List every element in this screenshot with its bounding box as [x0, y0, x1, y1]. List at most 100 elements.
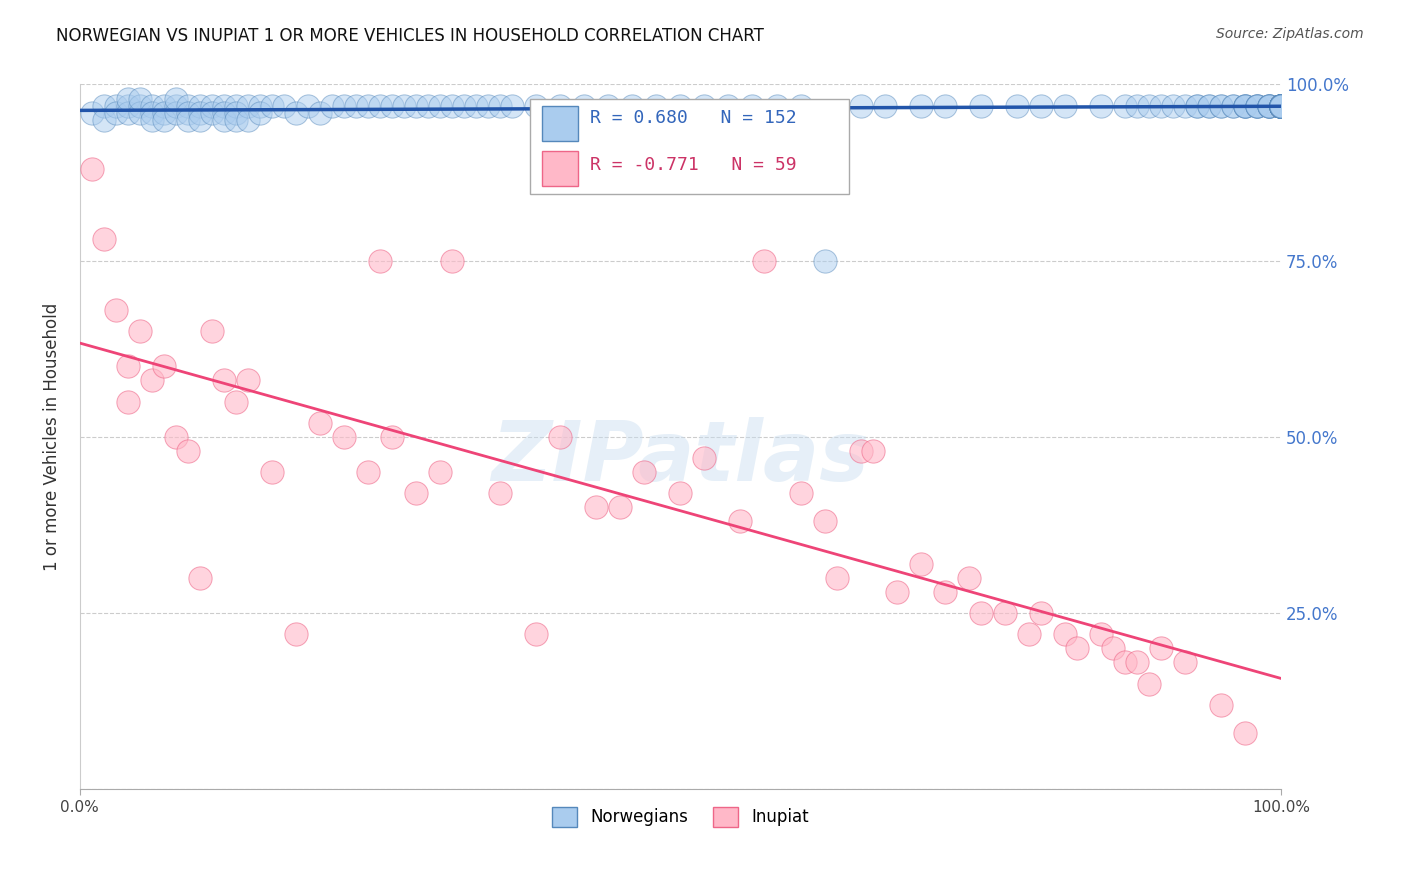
Point	[1270, 98, 1292, 112]
Point	[585, 500, 607, 515]
Point	[825, 571, 848, 585]
Point	[333, 430, 356, 444]
Point	[489, 98, 512, 112]
Point	[1222, 98, 1244, 112]
Point	[669, 98, 692, 112]
Point	[212, 105, 235, 120]
Point	[285, 627, 308, 641]
Point	[117, 98, 139, 112]
Point	[1090, 98, 1112, 112]
Point	[357, 465, 380, 479]
Point	[501, 98, 523, 112]
Point	[1270, 98, 1292, 112]
Point	[260, 465, 283, 479]
Point	[1270, 98, 1292, 112]
Point	[117, 105, 139, 120]
Point	[1233, 726, 1256, 740]
Point	[1114, 656, 1136, 670]
Point	[1270, 98, 1292, 112]
Point	[1270, 98, 1292, 112]
Point	[1246, 98, 1268, 112]
Point	[1270, 98, 1292, 112]
Point	[165, 430, 187, 444]
Point	[309, 416, 332, 430]
Point	[1270, 98, 1292, 112]
Point	[165, 98, 187, 112]
Point	[104, 302, 127, 317]
Point	[405, 486, 427, 500]
Point	[1258, 98, 1281, 112]
Point	[1150, 98, 1173, 112]
Point	[1258, 98, 1281, 112]
Point	[321, 98, 343, 112]
Point	[212, 374, 235, 388]
Point	[1090, 627, 1112, 641]
Point	[177, 105, 200, 120]
Point	[225, 112, 247, 127]
Point	[309, 105, 332, 120]
Point	[910, 557, 932, 571]
Point	[1222, 98, 1244, 112]
Text: Source: ZipAtlas.com: Source: ZipAtlas.com	[1216, 27, 1364, 41]
Point	[236, 112, 259, 127]
Point	[1161, 98, 1184, 112]
Point	[129, 105, 152, 120]
Point	[93, 98, 115, 112]
Point	[1246, 98, 1268, 112]
Point	[1137, 98, 1160, 112]
Point	[730, 515, 752, 529]
Point	[1185, 98, 1208, 112]
Point	[141, 105, 163, 120]
Point	[381, 430, 404, 444]
Point	[1258, 98, 1281, 112]
Point	[1233, 98, 1256, 112]
Point	[886, 585, 908, 599]
Point	[1270, 98, 1292, 112]
Point	[1270, 98, 1292, 112]
Point	[1270, 98, 1292, 112]
Point	[1270, 98, 1292, 112]
Point	[957, 571, 980, 585]
FancyBboxPatch shape	[543, 106, 578, 141]
Point	[1198, 98, 1220, 112]
Point	[80, 105, 103, 120]
Point	[1029, 606, 1052, 620]
Point	[117, 91, 139, 105]
Point	[465, 98, 488, 112]
Point	[1270, 98, 1292, 112]
Point	[177, 98, 200, 112]
Point	[645, 98, 668, 112]
Point	[1101, 641, 1123, 656]
Point	[813, 253, 835, 268]
Point	[212, 112, 235, 127]
Point	[1209, 98, 1232, 112]
Point	[1209, 698, 1232, 712]
Point	[849, 444, 872, 458]
Point	[333, 98, 356, 112]
Point	[1270, 98, 1292, 112]
Point	[1233, 98, 1256, 112]
Point	[1233, 98, 1256, 112]
Point	[177, 112, 200, 127]
Point	[970, 98, 993, 112]
Point	[1114, 98, 1136, 112]
Point	[368, 253, 391, 268]
Point	[574, 98, 596, 112]
Point	[994, 606, 1017, 620]
Point	[1174, 656, 1197, 670]
Point	[117, 394, 139, 409]
Point	[129, 98, 152, 112]
Point	[669, 486, 692, 500]
Point	[1198, 98, 1220, 112]
Point	[392, 98, 415, 112]
Point	[285, 105, 308, 120]
Point	[1053, 627, 1076, 641]
Point	[1270, 98, 1292, 112]
Point	[934, 585, 956, 599]
Point	[862, 444, 884, 458]
Point	[93, 112, 115, 127]
Point	[1137, 676, 1160, 690]
Point	[165, 91, 187, 105]
Point	[249, 98, 271, 112]
Point	[441, 253, 464, 268]
